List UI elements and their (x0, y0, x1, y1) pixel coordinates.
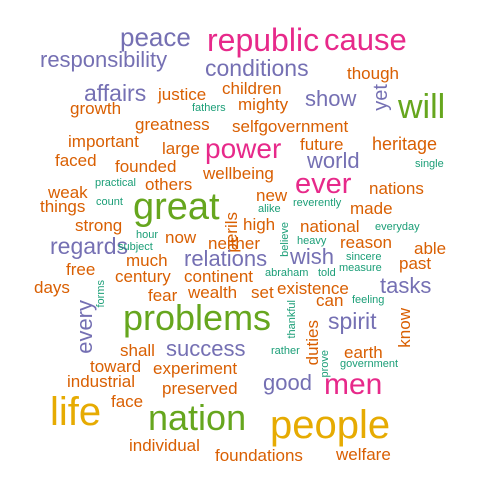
word-single: single (415, 158, 444, 170)
word-reason: reason (340, 233, 392, 252)
word-face: face (111, 392, 144, 411)
word-feeling: feeling (352, 294, 385, 306)
word-national: national (300, 217, 360, 236)
word-practical: practical (95, 177, 136, 189)
word-days: days (34, 278, 70, 297)
word-know: know (395, 308, 414, 348)
word-new: new (256, 186, 288, 205)
word-people: people (270, 403, 391, 447)
word-greatness: greatness (135, 115, 210, 134)
word-great: great (133, 186, 220, 228)
word-affairs: affairs (84, 80, 147, 106)
word-subject: subject (118, 241, 153, 253)
word-nation: nation (148, 397, 247, 438)
word-though: though (347, 64, 399, 83)
word-abraham: abraham (265, 267, 309, 279)
word-measure: measure (339, 262, 382, 274)
word-cause: cause (324, 22, 407, 57)
word-wish: wish (290, 244, 335, 269)
word-children: children (222, 79, 282, 98)
word-sincere: sincere (346, 251, 382, 263)
word-neither: neither (208, 234, 260, 253)
word-reverently: reverently (293, 197, 342, 209)
word-republic: republic (207, 22, 320, 58)
word-government: government (340, 358, 399, 370)
word-hour: hour (136, 229, 159, 241)
word-spirit: spirit (328, 308, 377, 334)
word-others: others (145, 175, 193, 194)
word-ever: ever (295, 168, 352, 200)
word-experiment: experiment (153, 359, 238, 378)
word-set: set (251, 283, 274, 302)
word-everyday: everyday (375, 221, 420, 233)
word-regards: regards (50, 233, 128, 259)
word-wellbeing: wellbeing (203, 164, 274, 183)
word-justice: justice (158, 85, 207, 104)
word-strong: strong (75, 216, 123, 235)
word-life: life (50, 390, 102, 434)
word-men: men (324, 368, 383, 401)
word-power: power (205, 133, 282, 164)
word-good: good (263, 370, 312, 395)
word-individual: individual (129, 436, 200, 455)
word-preserved: preserved (162, 379, 238, 398)
word-every: every (72, 300, 97, 354)
word-continent: continent (184, 267, 253, 286)
word-faced: faced (55, 151, 97, 170)
word-rather: rather (271, 345, 300, 357)
word-things: things (40, 197, 86, 216)
word-large: large (162, 139, 200, 158)
word-now: now (165, 228, 197, 247)
word-growth: growth (70, 99, 122, 118)
word-free: free (66, 260, 96, 279)
word-wealth: wealth (188, 283, 238, 302)
word-selfgovernment: selfgovernment (232, 117, 349, 136)
word-past: past (399, 254, 432, 273)
word-world: world (307, 148, 360, 173)
word-fathers: fathers (192, 102, 226, 114)
word-count: count (96, 196, 123, 208)
word-tasks: tasks (380, 273, 432, 298)
word-made: made (350, 199, 393, 218)
word-problems: problems (123, 297, 272, 338)
word-success: success (166, 336, 246, 361)
word-thankful: thankful (286, 300, 298, 339)
word-foundations: foundations (215, 446, 303, 465)
word-century: century (115, 267, 171, 286)
word-heritage: heritage (372, 134, 438, 154)
word-responsibility: responsibility (40, 47, 168, 72)
word-toward: toward (90, 357, 142, 376)
word-future: future (300, 135, 344, 154)
word-shall: shall (120, 341, 155, 360)
word-yet: yet (370, 84, 392, 111)
word-weak: weak (48, 183, 88, 202)
word-heavy: heavy (297, 235, 327, 247)
word-important: important (68, 132, 139, 151)
word-able: able (414, 239, 447, 258)
word-show: show (305, 86, 357, 111)
word-existence: existence (277, 279, 349, 298)
word-fear: fear (148, 286, 178, 305)
word-welfare: welfare (336, 445, 391, 464)
word-told: told (318, 267, 336, 279)
word-industrial: industrial (67, 372, 136, 391)
word-earth: earth (344, 343, 383, 362)
word-relations: relations (184, 246, 268, 271)
word-peace: peace (120, 22, 191, 52)
word-will: will (398, 88, 446, 126)
word-high: high (243, 215, 276, 234)
word-alike: alike (258, 203, 281, 215)
word-can: can (316, 291, 344, 310)
word-nations: nations (369, 179, 424, 198)
word-much: much (126, 251, 168, 270)
word-mighty: mighty (238, 95, 289, 114)
word-founded: founded (115, 157, 177, 176)
word-forms: forms (95, 280, 107, 308)
word-conditions: conditions (205, 55, 309, 81)
